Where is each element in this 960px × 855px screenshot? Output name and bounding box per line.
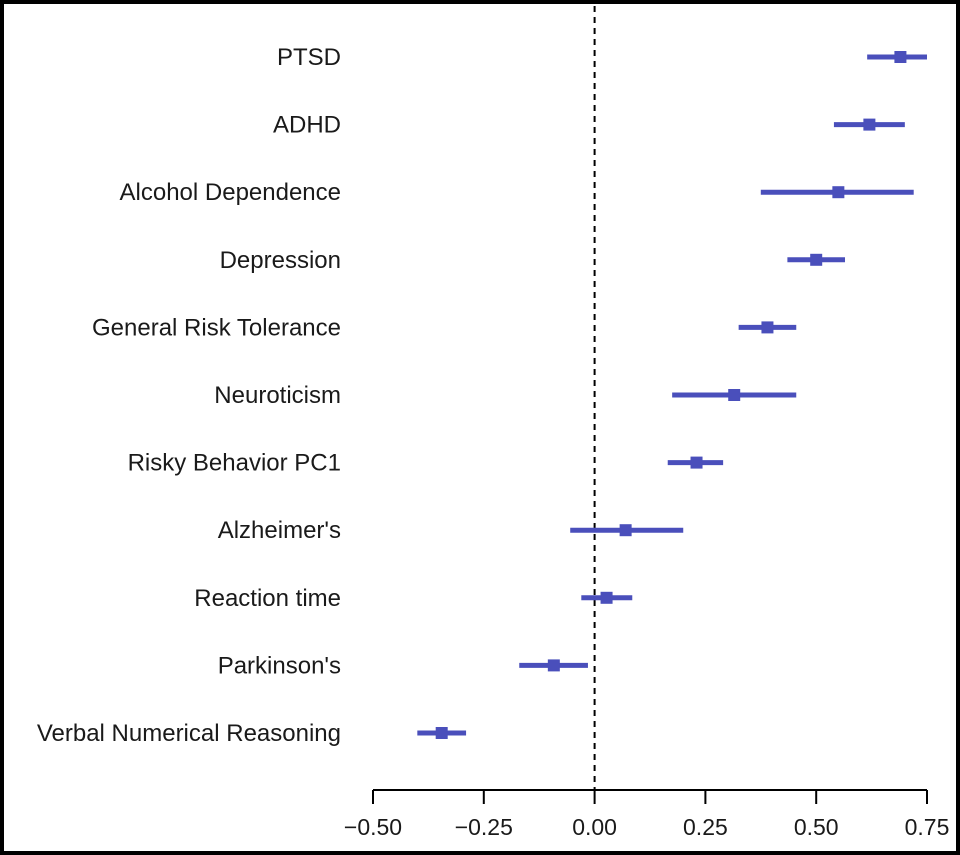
- point-estimate-marker: [690, 456, 703, 469]
- category-label: Alcohol Dependence: [120, 179, 342, 206]
- category-label: Depression: [220, 247, 341, 274]
- x-tick-label: 0.25: [683, 814, 728, 840]
- category-labels: PTSD ADHD Alcohol Dependence Depression Gene…: [37, 44, 341, 747]
- category-label: PTSD: [277, 44, 341, 71]
- category-label: Neuroticism: [214, 382, 341, 409]
- category-label: ADHD: [273, 112, 341, 139]
- point-estimate-marker: [863, 118, 876, 131]
- x-tick-label: 0.50: [794, 814, 839, 840]
- point-estimate-marker: [547, 659, 560, 672]
- x-axis: −0.50 −0.25 0.00 0.25 0.50 0.75: [344, 789, 950, 840]
- point-estimate-marker: [832, 186, 845, 199]
- category-label: Risky Behavior PC1: [128, 450, 341, 477]
- category-label: Parkinson's: [218, 652, 341, 679]
- point-estimate-marker: [894, 51, 907, 63]
- point-estimate-marker: [600, 591, 613, 604]
- x-tick-label: 0.75: [905, 814, 950, 840]
- x-tick-label: −0.25: [455, 814, 513, 840]
- x-tick-label: 0.00: [572, 814, 617, 840]
- point-estimate-marker: [761, 321, 774, 334]
- category-label: Alzheimer's: [218, 517, 341, 544]
- estimate-marks: [417, 51, 927, 739]
- category-label: General Risk Tolerance: [92, 314, 341, 341]
- category-label: Reaction time: [194, 585, 341, 612]
- point-estimate-marker: [728, 389, 741, 401]
- x-tick-label: −0.50: [344, 814, 402, 840]
- point-estimate-marker: [810, 253, 823, 266]
- point-estimate-marker: [435, 727, 448, 739]
- point-estimate-marker: [619, 524, 632, 537]
- category-label: Verbal Numerical Reasoning: [37, 720, 341, 747]
